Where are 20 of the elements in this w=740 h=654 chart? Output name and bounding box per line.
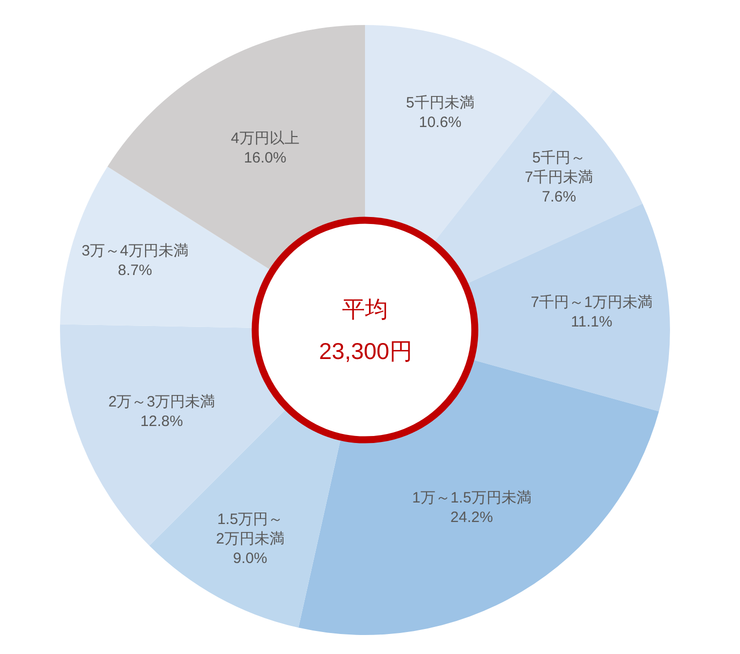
slice-label: 5千円～ 7千円未満 [524, 150, 594, 186]
data-label: 9.0% [233, 550, 268, 567]
text: 平均 [342, 296, 388, 322]
slice-label: 5千円未満 [406, 94, 474, 112]
slice-label: 1.5万円～ 2万円未満 [216, 510, 284, 548]
slice-label: 7千円～1万円未満 [530, 294, 652, 311]
slice-label: 2万～3万円未満 [108, 394, 216, 411]
text: 23,300円 [319, 338, 412, 364]
slice-label: 4万円以上 [230, 130, 300, 148]
data-label: 16.0% [244, 150, 286, 167]
data-label: 12.8% [140, 413, 183, 430]
data-label: 11.1% [570, 313, 612, 330]
data-label: 7.6% [542, 188, 576, 206]
data-label: 24.2% [450, 509, 493, 526]
donut-slice [60, 166, 272, 328]
data-label: 8.7% [118, 262, 152, 280]
slice-label: 1万～1.5万円未満 [412, 490, 532, 507]
data-label: 10.6% [418, 114, 462, 132]
slice-label: 3万～4万円未満 [82, 242, 188, 260]
donut-slice [60, 324, 288, 546]
